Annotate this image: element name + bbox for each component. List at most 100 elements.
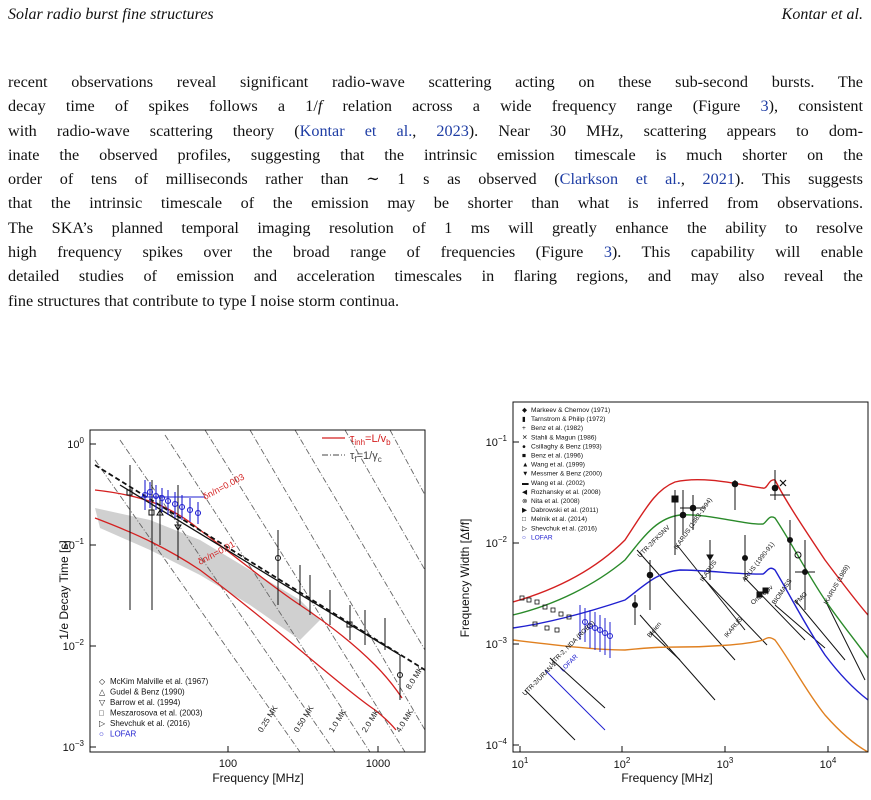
citation-link[interactable]: Kontar et al. — [299, 121, 413, 140]
figure-frequency-width: 10−1 10−2 10−3 10−4 101 102 103 104 Freq… — [445, 400, 871, 795]
text-run: ). This capability will enable — [611, 243, 864, 262]
legend-entry: Gudel & Benz (1990) — [110, 688, 185, 697]
legend-entry: Tarnstrom & Philip (1972) — [531, 416, 605, 423]
text-run: fine structures that contribute to type … — [8, 291, 400, 310]
legend-symbol: ▷ — [522, 525, 528, 532]
data-points-black — [632, 470, 815, 625]
paragraph-line: The SKA’s planned temporal imaging resol… — [8, 216, 863, 240]
legend-symbol: ◀ — [522, 489, 528, 496]
legend-entry: Shevchuk et al. (2016) — [110, 719, 190, 728]
text-run: detailed studies of emission and acceler… — [8, 267, 863, 286]
legend-entry: Wang et al. (1999) — [531, 462, 585, 469]
legend-symbol: ▮ — [522, 416, 526, 423]
figure-decay-time: 100 10−1 10−2 10−3 100 1000 Frequency [M… — [0, 400, 440, 795]
text-run: recent observations reveal significant r… — [8, 73, 863, 91]
y-axis-label: Frequency Width [Δf/f] — [458, 519, 472, 638]
marker-legend: ◇ McKim Malville et al. (1967) △ Gudel & Be… — [99, 677, 209, 739]
paragraph-line: decay time of spikes follows a 1/f relat… — [8, 94, 863, 118]
legend-entry: Melnik et al. (2014) — [531, 516, 587, 523]
legend-symbol: ⊗ — [522, 498, 528, 505]
legend-symbol: ▽ — [99, 698, 106, 707]
legend-symbol: ○ — [99, 730, 104, 739]
line-legend: τinh=L/vb τf=1/γc — [322, 433, 391, 464]
legend-entry: LOFAR — [531, 534, 553, 541]
legend-symbol: □ — [522, 516, 526, 523]
citation-link[interactable]: 3 — [603, 243, 612, 262]
legend-symbol: △ — [99, 688, 106, 697]
ytick-2: 10 — [63, 641, 75, 653]
running-header: Solar radio burst fine structures Kontar… — [8, 6, 863, 26]
text-run: The SKA’s planned temporal imaging resol… — [8, 218, 863, 237]
legend-entry: Benz et al. (1982) — [531, 425, 583, 432]
curve-dn-001 — [94, 517, 397, 731]
legend-symbol: ◆ — [522, 407, 528, 414]
svg-text:102: 102 — [614, 756, 631, 771]
ytick-1: 10 — [63, 540, 75, 552]
legend-symbol: ▼ — [522, 471, 529, 478]
curve-green — [513, 514, 868, 659]
paragraph-line: detailed studies of emission and acceler… — [8, 264, 863, 288]
scatter-band — [95, 508, 320, 640]
text-run: decay time of spikes follows a 1/ — [8, 97, 318, 116]
temp-label-1: 1.0 MK — [327, 707, 348, 734]
y-axis-label: 1/e Decay Time [s] — [57, 540, 71, 639]
text-run: with radio-wave scattering theory ( — [8, 121, 300, 140]
legend-entry: McKim Malville et al. (1967) — [110, 677, 209, 686]
paragraph-line: fine structures that contribute to type … — [8, 289, 863, 313]
svg-text:101: 101 — [512, 756, 529, 771]
text-run: ). This suggests — [734, 170, 863, 189]
citation-link[interactable]: 3 — [760, 97, 769, 116]
svg-text:10−1: 10−1 — [486, 434, 508, 449]
svg-text:10−4: 10−4 — [486, 737, 508, 752]
plot-frame — [89, 429, 426, 753]
svg-text:10−3: 10−3 — [486, 636, 508, 651]
citation-link[interactable]: 2021 — [702, 170, 735, 189]
legend-symbol: ◇ — [99, 677, 106, 686]
legend-symbol: ▶ — [522, 507, 528, 514]
svg-text:10−2: 10−2 — [486, 535, 508, 550]
citation-link[interactable]: 2023 — [436, 121, 469, 140]
italic-symbol: f — [317, 97, 323, 116]
svg-text:10−2: 10−2 — [63, 638, 85, 653]
legend-symbol: ■ — [522, 453, 526, 460]
text-run: , — [412, 121, 437, 140]
legend-symbol: ○ — [522, 534, 526, 541]
text-run: relation across a wide frequency range (… — [322, 97, 761, 116]
plot-frame — [512, 401, 869, 753]
paragraph-line: that the intrinsic timescale of the emis… — [8, 191, 863, 215]
body-paragraph: recent observations reveal significant r… — [8, 70, 863, 313]
legend-entry: Wang et al. (2002) — [531, 480, 585, 487]
paragraph-line: recent observations reveal significant r… — [8, 70, 863, 94]
legend-entry: Messmer & Benz (2000) — [531, 471, 602, 478]
svg-text:IKARUS (1989): IKARUS (1989) — [823, 564, 851, 606]
ytick-3: 10 — [63, 742, 75, 754]
curve-label-0003: δn/n=0.003 — [201, 472, 246, 502]
legend-symbol: ▬ — [522, 480, 529, 487]
legend-entry: Benz et al. (1996) — [531, 453, 583, 460]
svg-text:10−3: 10−3 — [63, 739, 85, 754]
text-run: inate the observed profiles, suggesting … — [8, 145, 863, 164]
header-title: Solar radio burst fine structures — [8, 6, 214, 23]
svg-text:τf=1/γc: τf=1/γc — [350, 450, 382, 464]
data-points-lofar — [579, 605, 613, 658]
curve-orange — [513, 637, 868, 752]
legend-symbol: ▲ — [522, 462, 529, 469]
svg-text:PMO: PMO — [793, 591, 808, 606]
temp-label-4: 4.0 MK — [394, 707, 415, 734]
legend-entry: Barrow et al. (1994) — [110, 698, 181, 707]
ytick-0: 10 — [67, 439, 79, 451]
temp-label-2: 2.0 MK — [360, 707, 381, 734]
text-run: order of tens of milliseconds rather tha… — [8, 170, 560, 189]
data-points-small — [519, 595, 572, 633]
svg-text:103: 103 — [717, 756, 734, 771]
legend-entry: Nita et al. (2008) — [531, 498, 580, 505]
svg-text:104: 104 — [820, 756, 837, 771]
citation-link[interactable]: Clarkson et al. — [559, 170, 681, 189]
legend-symbol: ▷ — [99, 719, 106, 728]
legend-entry: Meszarosova et al. (2003) — [110, 709, 203, 718]
xtick-1000: 1000 — [366, 758, 390, 770]
svg-text:UTR-2/FKSNV: UTR-2/FKSNV — [636, 524, 672, 560]
svg-text:10−1: 10−1 — [63, 537, 85, 552]
text-run: high frequency spikes over the broad ran… — [8, 243, 604, 262]
svg-text:100: 100 — [67, 436, 84, 451]
